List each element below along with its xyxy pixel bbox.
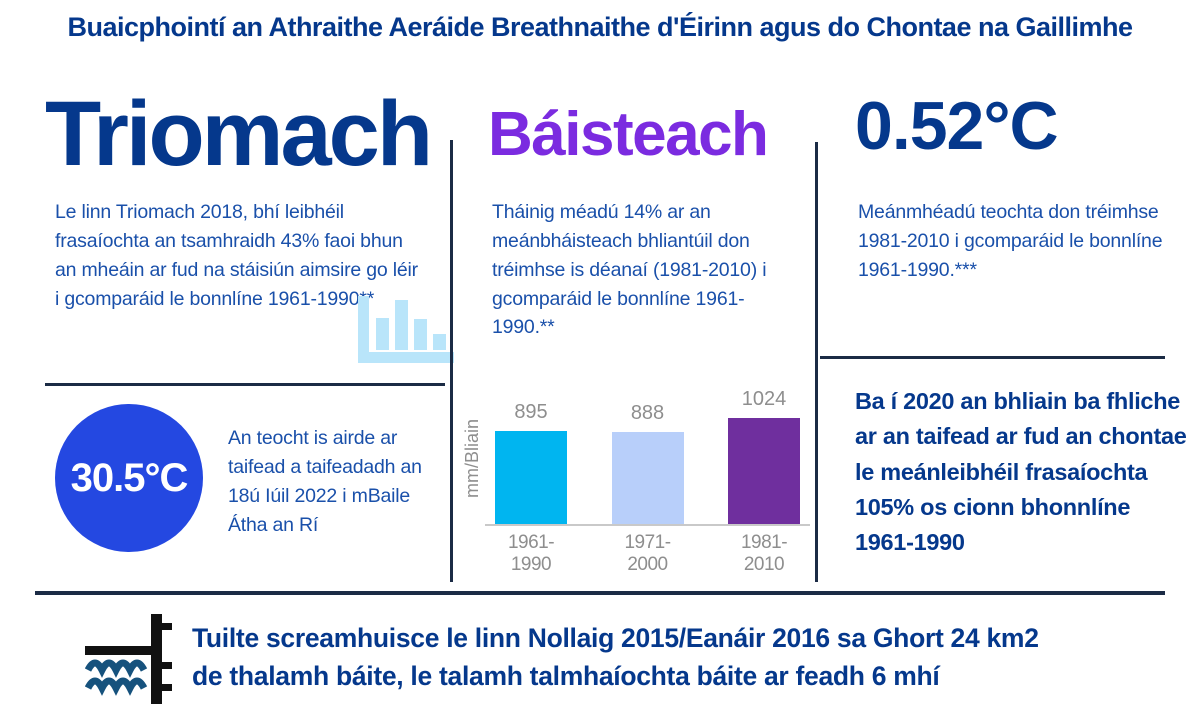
x-tick-label: 1961-1990 [507, 532, 555, 575]
drought-heading: Triomach [45, 83, 433, 185]
flood-text: Tuilte screamhuisce le linn Nollaig 2015… [192, 620, 1039, 695]
flood-gauge-icon [84, 612, 180, 712]
x-tick-label: 1971-2000 [624, 532, 671, 575]
page-title: Buaicphointí an Athraithe Aeráide Breath… [67, 12, 1133, 42]
bar-chart-icon [352, 292, 457, 372]
bar-value-label: 1024 [741, 388, 787, 410]
bar-value-label: 888 [630, 402, 665, 424]
rainfall-heading: Báisteach [488, 100, 769, 169]
chart-y-axis-label: mm/Bliain [462, 418, 482, 498]
chart-bars-row: 895 888 1024 [485, 388, 810, 526]
wettest-year-text: Ba í 2020 an bhliain ba fhliche ar an ta… [855, 388, 1187, 555]
bar-1981-2010 [728, 418, 800, 524]
x-tick-label: 1981-2010 [740, 532, 788, 575]
chart-plot-area: 895 888 1024 1961-1990 1971-2000 1981-20… [485, 388, 810, 575]
temperature-body-text: Meánmhéadú teochta don tréimhse 1981-201… [858, 201, 1163, 281]
bar-group-1961-1990: 895 [495, 401, 567, 524]
bottom-section-divider [35, 591, 1165, 595]
bar-1971-2000 [611, 432, 684, 524]
drought-section-divider [45, 383, 445, 386]
record-temp-badge: 30.5°C [55, 404, 203, 552]
bar-value-label: 895 [514, 401, 548, 423]
chart-x-axis-labels: 1961-1990 1971-2000 1981-2010 [485, 526, 810, 576]
bar-group-1971-2000: 888 [611, 402, 684, 524]
column-divider-right [815, 142, 818, 582]
bar-group-1981-2010: 1024 [728, 388, 800, 524]
record-temp-caption: An teocht is airde ar taifead a taifeada… [228, 427, 422, 536]
drought-body-text: Le linn Triomach 2018, bhí leibhéil fras… [55, 201, 418, 310]
record-temp-value: 30.5°C [70, 455, 189, 500]
flood-text-line1: Tuilte screamhuisce le linn Nollaig 2015… [192, 623, 1039, 653]
rainfall-body-text: Tháinig méadú 14% ar an meánbháisteach b… [492, 201, 767, 339]
rainfall-bar-chart: mm/Bliain 895 888 1024 1961-1990 1971-20… [462, 388, 810, 575]
column-divider-left [450, 140, 453, 582]
temperature-section-divider [820, 356, 1165, 359]
bar-1961-1990 [495, 431, 567, 524]
flood-text-line2: de thalamh báite, le talamh talmhaíochta… [192, 660, 940, 691]
temperature-heading: 0.52°C [855, 88, 1059, 164]
